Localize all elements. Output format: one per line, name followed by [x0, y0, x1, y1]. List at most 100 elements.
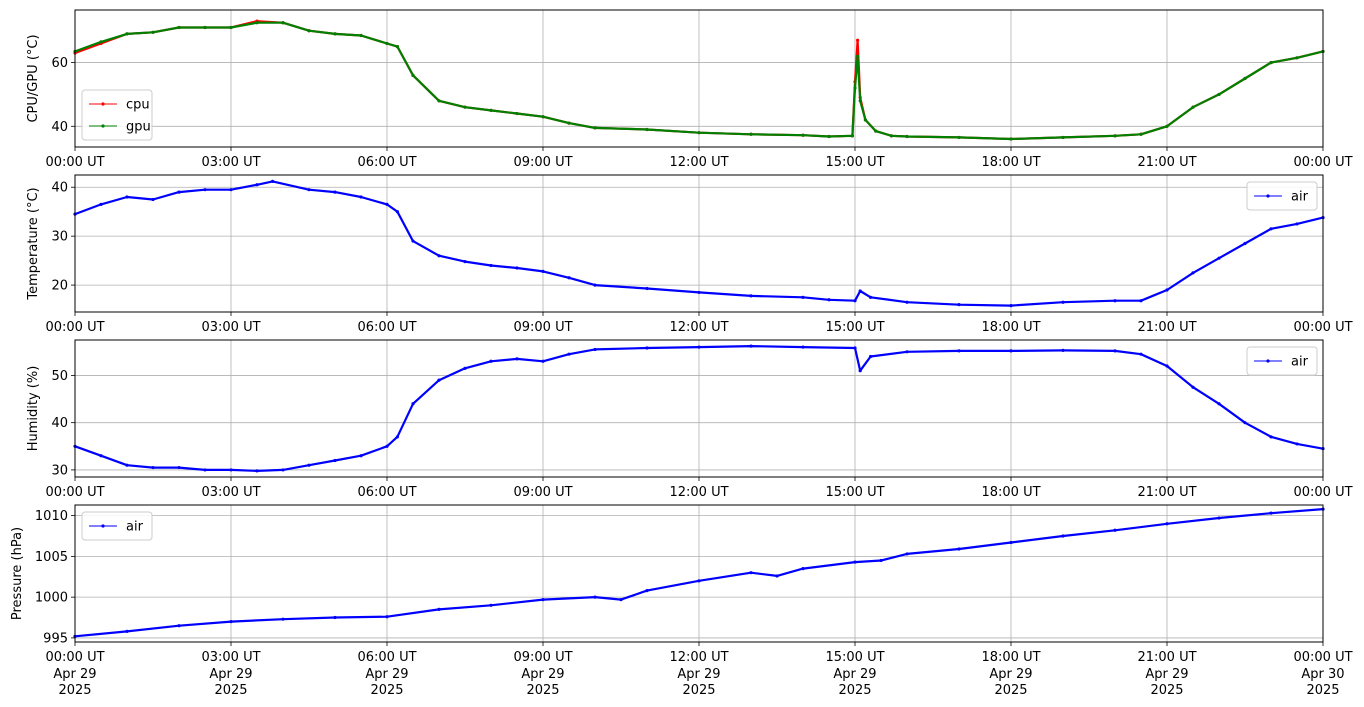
data-point — [567, 352, 571, 356]
x-tick-label: 15:00 UT — [825, 320, 884, 335]
data-point — [697, 345, 701, 349]
data-point — [1009, 349, 1013, 353]
axes-frame — [74, 174, 1324, 313]
data-point — [229, 188, 233, 192]
data-point — [905, 300, 909, 304]
x-tick-label: 00:00 UT — [45, 650, 104, 665]
data-point — [853, 299, 857, 303]
y-tick-label: 60 — [51, 56, 68, 71]
x-tick-date-label: 2025 — [58, 683, 91, 698]
data-point — [307, 463, 311, 467]
data-point — [749, 571, 753, 575]
x-tick-label: 00:00 UT — [1293, 320, 1352, 335]
data-point — [411, 239, 415, 243]
x-tick-date-label: 2025 — [994, 683, 1027, 698]
data-point — [271, 179, 275, 183]
data-point — [593, 126, 597, 130]
x-tick-label: 12:00 UT — [669, 650, 728, 665]
x-tick-date-label: Apr 29 — [1145, 667, 1188, 682]
y-axis-label: CPU/GPU (°C) — [26, 34, 41, 122]
data-point — [281, 617, 285, 621]
data-point — [1139, 299, 1143, 303]
data-point — [869, 354, 873, 359]
data-point — [889, 134, 894, 138]
data-point — [125, 32, 129, 36]
data-point — [1191, 105, 1195, 109]
data-point — [541, 269, 545, 273]
data-point — [333, 615, 337, 620]
y-tick-label: 20 — [51, 279, 68, 294]
data-point — [125, 195, 129, 199]
data-point — [853, 86, 857, 90]
legend-box — [81, 89, 153, 141]
y-axis-label: Pressure (hPa) — [10, 527, 25, 620]
x-tick-label: 12:00 UT — [669, 155, 728, 170]
data-point — [957, 349, 961, 353]
data-point — [395, 45, 399, 49]
data-point — [1113, 299, 1117, 303]
data-point — [1009, 137, 1013, 141]
series-line-air — [74, 508, 1324, 638]
data-point — [489, 263, 493, 268]
x-tick-label: 12:00 UT — [669, 320, 728, 335]
data-point — [385, 202, 389, 206]
x-tick-label: 15:00 UT — [825, 485, 884, 500]
data-point — [1139, 352, 1143, 356]
data-point — [99, 454, 103, 458]
data-point — [1113, 528, 1117, 532]
x-tick-label: 03:00 UT — [201, 485, 260, 500]
legend-marker — [1266, 194, 1270, 198]
data-point — [177, 190, 181, 194]
data-point — [801, 133, 805, 137]
data-point — [359, 454, 363, 458]
x-tick-date-label: 2025 — [370, 683, 403, 698]
x-tick-label: 15:00 UT — [825, 155, 884, 170]
x-tick-date-label: 2025 — [526, 683, 559, 698]
data-point — [827, 134, 831, 139]
x-tick-date-label: Apr 29 — [833, 667, 876, 682]
data-point — [411, 73, 415, 77]
data-point — [853, 560, 857, 564]
data-point — [957, 303, 961, 307]
data-point — [437, 99, 441, 103]
data-point — [775, 574, 779, 578]
data-point — [749, 344, 753, 348]
data-point — [489, 603, 493, 607]
data-point — [1139, 132, 1143, 136]
data-point — [1269, 511, 1273, 515]
data-point — [151, 465, 155, 470]
data-point — [1009, 304, 1013, 308]
x-tick-label: 21:00 UT — [1137, 320, 1196, 335]
data-point — [1061, 135, 1065, 140]
data-point — [515, 266, 519, 270]
x-tick-date-label: Apr 30 — [1301, 667, 1344, 682]
x-tick-date-label: 2025 — [1306, 683, 1339, 698]
data-point — [697, 579, 701, 583]
data-point — [858, 99, 862, 103]
data-point — [879, 558, 883, 563]
y-tick-label: 995 — [43, 631, 68, 646]
data-point — [99, 202, 103, 206]
legend-label: air — [1291, 190, 1309, 205]
data-point — [151, 197, 155, 202]
legend-label: air — [126, 520, 144, 535]
data-point — [619, 597, 623, 602]
x-tick-label: 03:00 UT — [201, 320, 260, 335]
data-point — [333, 32, 337, 36]
x-tick-label: 00:00 UT — [1293, 650, 1352, 665]
data-point — [856, 54, 860, 58]
data-point — [1009, 540, 1013, 545]
x-tick-label: 00:00 UT — [1293, 485, 1352, 500]
data-point — [645, 589, 649, 593]
x-tick-date-label: Apr 29 — [53, 667, 96, 682]
data-point — [1061, 534, 1065, 538]
data-point — [1269, 227, 1273, 231]
data-point — [905, 134, 909, 139]
data-point — [1269, 60, 1273, 65]
data-point — [869, 295, 873, 299]
y-tick-label: 50 — [51, 369, 68, 384]
x-tick-label: 21:00 UT — [1137, 155, 1196, 170]
data-point — [255, 21, 259, 25]
data-point — [437, 254, 441, 258]
data-point — [863, 118, 868, 122]
